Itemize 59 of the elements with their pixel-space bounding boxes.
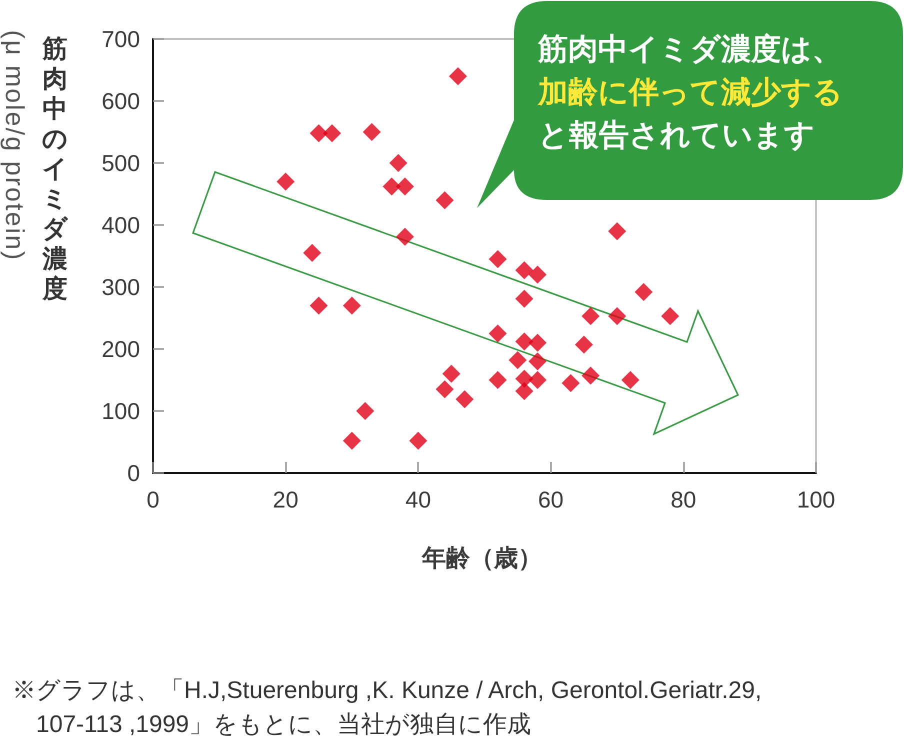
point xyxy=(389,154,408,172)
point xyxy=(661,307,680,326)
point xyxy=(634,282,653,301)
point xyxy=(582,307,600,326)
point xyxy=(342,296,361,315)
point xyxy=(515,332,534,351)
point xyxy=(528,266,547,284)
point xyxy=(528,371,547,389)
point xyxy=(396,228,414,246)
point xyxy=(276,172,295,191)
point xyxy=(515,382,534,400)
point xyxy=(442,364,460,383)
annotation: 加齢に伴って減少する xyxy=(538,74,843,112)
x-tick-label: 40 xyxy=(405,486,431,512)
x-axis-title: 年齢（歳） xyxy=(422,543,542,573)
x-tick-label: 80 xyxy=(670,486,696,512)
point xyxy=(508,351,527,370)
point xyxy=(528,334,547,352)
text: ※グラフは、「H.J,Stuerenburg ,K. Kunze / Arch, Gerontol.Geriatr.29, 107-113 ,1999」をもとに、当社が独自に作成 xyxy=(12,676,763,740)
annotation: と報告されています xyxy=(538,117,815,155)
point xyxy=(528,352,547,370)
annotation: 筋肉中イミダ濃度は、 xyxy=(538,31,842,69)
point xyxy=(323,124,342,142)
y-tick-label: 200 xyxy=(102,336,140,362)
point xyxy=(436,380,454,398)
x-tick-label: 0 xyxy=(146,486,160,512)
point xyxy=(310,124,328,142)
point xyxy=(562,374,580,392)
x-tick-label: 60 xyxy=(538,486,564,512)
point xyxy=(342,432,361,450)
point xyxy=(382,178,401,196)
point xyxy=(488,324,507,342)
point xyxy=(608,222,626,240)
point xyxy=(515,261,534,280)
point xyxy=(456,390,474,408)
x-tick-label: 100 xyxy=(796,486,836,512)
point xyxy=(409,432,428,450)
point xyxy=(436,191,454,210)
point xyxy=(488,371,507,389)
point xyxy=(608,307,626,326)
y-tick-label: 400 xyxy=(102,212,140,238)
point xyxy=(515,290,534,308)
point xyxy=(448,67,467,86)
y-tick-label: 500 xyxy=(102,150,140,176)
point xyxy=(303,244,322,262)
y-tick-label: 600 xyxy=(102,88,140,114)
point xyxy=(356,402,374,420)
y-tick-label: 0 xyxy=(127,460,140,486)
point xyxy=(310,296,328,315)
x-tick-label: 20 xyxy=(272,486,298,512)
point xyxy=(621,371,640,389)
y-tick-label: 100 xyxy=(102,398,140,424)
point xyxy=(362,123,381,141)
point xyxy=(582,366,600,385)
y-tick-label: 700 xyxy=(102,26,140,52)
point xyxy=(488,250,507,268)
point xyxy=(396,178,414,196)
y-tick-label: 300 xyxy=(102,274,140,300)
point xyxy=(574,336,593,354)
